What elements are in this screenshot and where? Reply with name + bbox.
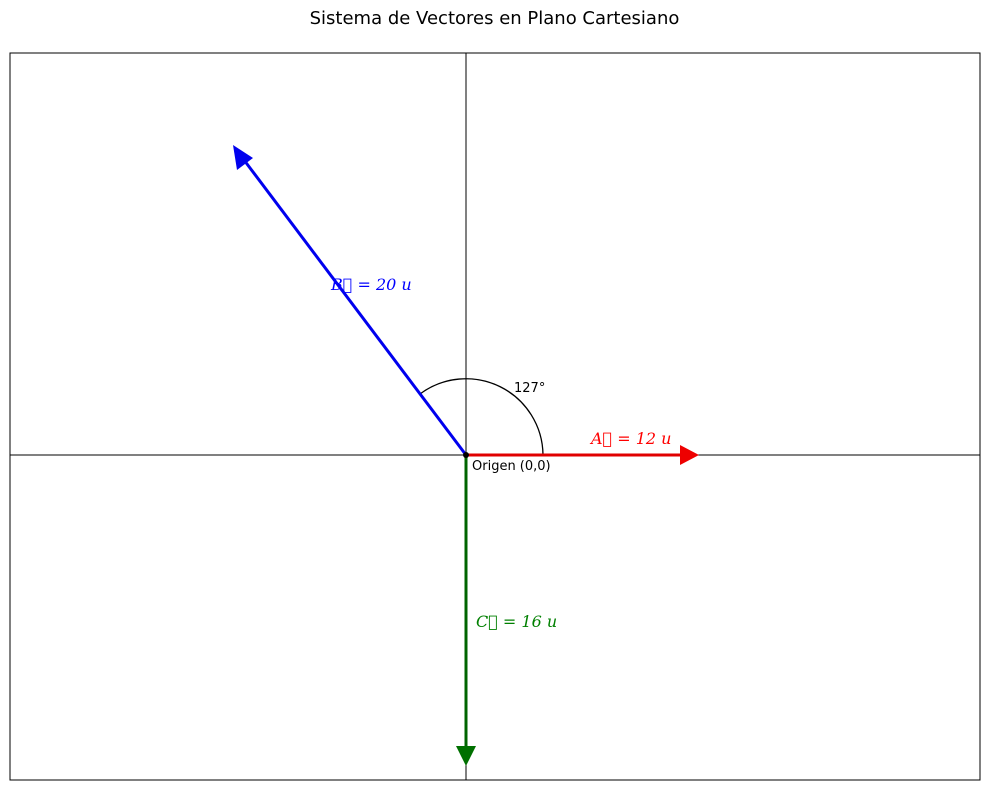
- origin-label: Origen (0,0): [472, 459, 551, 474]
- origin-point: [463, 452, 469, 458]
- vector-a-arrowhead: [680, 445, 699, 465]
- vector-c-arrowhead: [456, 746, 476, 766]
- vector-c-label: C⃗ = 16 u: [476, 612, 557, 631]
- angle-arc: [419, 378, 544, 456]
- vector-a: [466, 445, 699, 465]
- vector-a-label: A⃗ = 12 u: [589, 429, 671, 448]
- plot-frame: [9, 52, 981, 781]
- vector-b: [233, 145, 468, 456]
- vector-b-arrowhead: [233, 145, 253, 170]
- angle-label: 127°: [514, 381, 545, 396]
- page-title: Sistema de Vectores en Plano Cartesiano: [309, 8, 680, 29]
- vector-c: [456, 455, 476, 766]
- vector-b-label: B⃗ = 20 u: [330, 275, 412, 294]
